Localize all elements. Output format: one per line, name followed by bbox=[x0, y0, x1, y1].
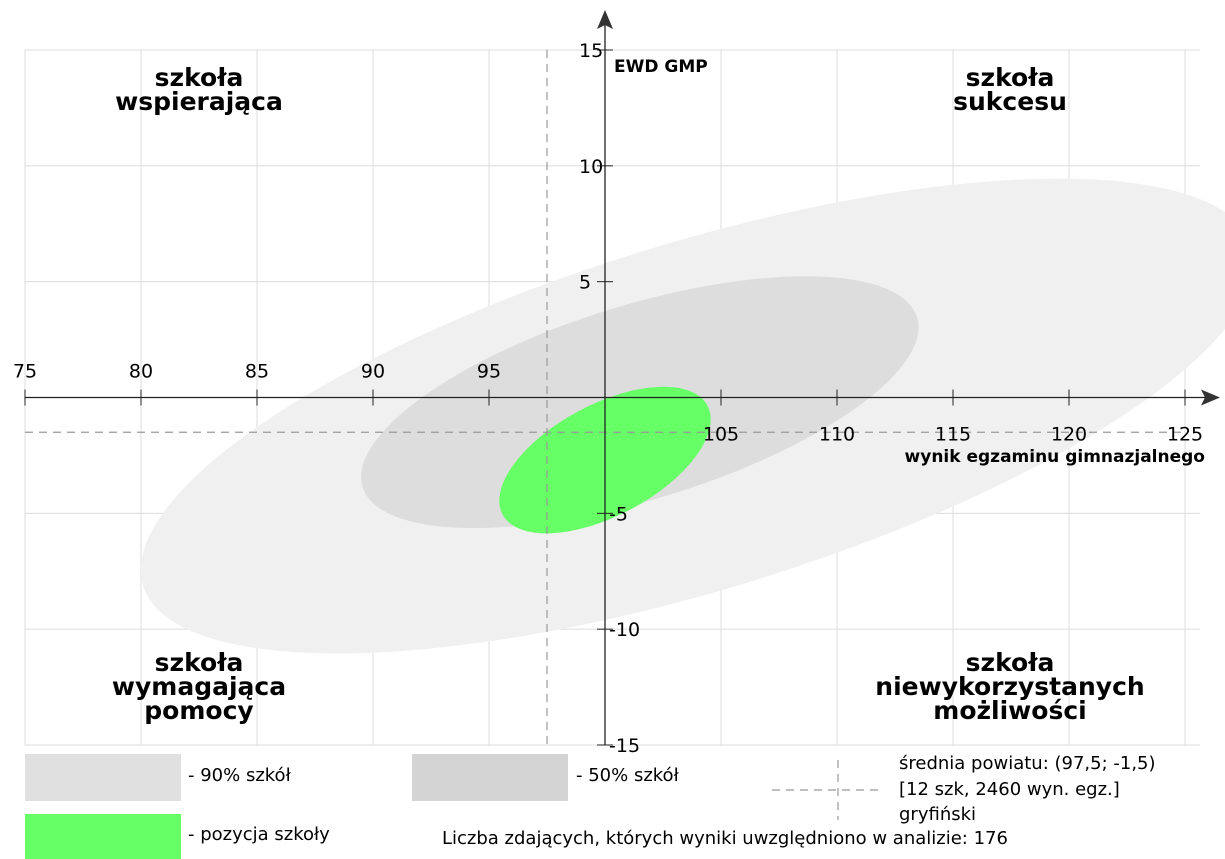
x-tick-label: 90 bbox=[361, 361, 385, 383]
legend-label-90: - 90% szkół bbox=[188, 765, 291, 786]
quadrant-bottom-right-line-3: możliwości bbox=[933, 696, 1086, 725]
quadrant-top-left: szkoła wspierająca bbox=[115, 63, 283, 116]
legend-mean-marker bbox=[772, 760, 880, 820]
x-axis-label: wynik egzaminu gimnazjalnego bbox=[905, 447, 1205, 467]
x-tick-label: 85 bbox=[245, 361, 269, 383]
y-axis-arrow-icon bbox=[597, 10, 613, 29]
y-tick-label: 5 bbox=[579, 272, 591, 294]
quadrant-bottom-left-line-2: wymagająca bbox=[112, 672, 286, 701]
legend-mean-line-1: średnia powiatu: (97,5; -1,5) bbox=[899, 753, 1156, 774]
legend-label-50: - 50% szkół bbox=[576, 765, 679, 786]
legend-swatch-50 bbox=[412, 754, 568, 801]
x-tick-label: 80 bbox=[129, 361, 153, 383]
x-tick-label: 95 bbox=[477, 361, 501, 383]
y-tick-label: 10 bbox=[579, 156, 603, 178]
x-tick-label: 110 bbox=[819, 424, 855, 446]
ellipse-layer bbox=[140, 178, 1225, 654]
y-tick-label: -10 bbox=[609, 619, 640, 641]
y-axis-label: EWD GMP bbox=[614, 57, 708, 77]
quadrant-bottom-right-line-2: niewykorzystanych bbox=[875, 672, 1144, 701]
y-tick-label: -15 bbox=[609, 735, 640, 757]
quadrant-top-left-line-1: szkoła bbox=[155, 63, 244, 92]
quadrant-top-left-line-2: wspierająca bbox=[115, 87, 283, 116]
axes bbox=[25, 10, 1220, 745]
quadrant-top-right: szkoła sukcesu bbox=[953, 63, 1067, 116]
legend-swatch-school bbox=[25, 814, 181, 859]
footer-note: Liczba zdających, których wyniki uwzględ… bbox=[442, 828, 1008, 849]
legend-mean-line-3: gryfiński bbox=[899, 804, 977, 825]
quadrant-bottom-left: szkoła wymagająca pomocy bbox=[112, 648, 286, 725]
quadrant-bottom-left-line-1: szkoła bbox=[155, 648, 244, 677]
quadrant-top-right-line-1: szkoła bbox=[966, 63, 1055, 92]
x-tick-label: 105 bbox=[703, 424, 739, 446]
quadrant-top-right-line-2: sukcesu bbox=[953, 87, 1067, 116]
legend-mean-line-2: [12 szk, 2460 wyn. egz.] bbox=[899, 779, 1120, 800]
legend-swatch-90 bbox=[25, 754, 181, 801]
quadrant-bottom-right-line-1: szkoła bbox=[966, 648, 1055, 677]
x-tick-label: 75 bbox=[13, 361, 37, 383]
x-tick-label: 115 bbox=[935, 424, 971, 446]
x-tick-label: 125 bbox=[1167, 424, 1203, 446]
y-tick-label: 15 bbox=[579, 40, 603, 62]
y-tick-label: -5 bbox=[609, 503, 628, 525]
quadrant-bottom-left-line-3: pomocy bbox=[144, 696, 253, 725]
x-tick-label: 120 bbox=[1051, 424, 1087, 446]
x-axis-arrow-icon bbox=[1201, 389, 1220, 406]
quadrant-bottom-right: szkoła niewykorzystanych możliwości bbox=[875, 648, 1144, 725]
legend-label-school: - pozycja szkoły bbox=[188, 824, 330, 845]
